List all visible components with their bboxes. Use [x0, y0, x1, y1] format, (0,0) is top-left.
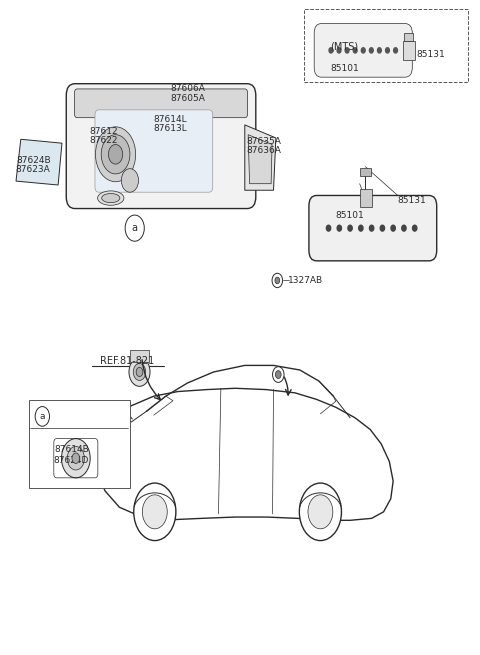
Circle shape: [308, 495, 333, 529]
Circle shape: [337, 225, 341, 231]
FancyBboxPatch shape: [66, 84, 256, 208]
Circle shape: [129, 358, 150, 386]
Ellipse shape: [97, 191, 124, 205]
Bar: [360, 168, 371, 176]
Text: 1327AB: 1327AB: [288, 276, 323, 285]
Circle shape: [348, 225, 352, 231]
Circle shape: [361, 48, 365, 53]
Bar: [360, 189, 372, 207]
Circle shape: [391, 225, 396, 231]
Text: 85131: 85131: [397, 196, 426, 204]
Text: 85131: 85131: [416, 50, 445, 59]
Circle shape: [370, 225, 374, 231]
Circle shape: [72, 453, 80, 464]
Polygon shape: [16, 140, 62, 185]
Polygon shape: [245, 125, 276, 190]
Circle shape: [380, 225, 384, 231]
Circle shape: [300, 483, 341, 540]
Circle shape: [101, 135, 130, 174]
Polygon shape: [94, 388, 393, 520]
Circle shape: [61, 439, 90, 478]
Circle shape: [35, 407, 49, 426]
Circle shape: [394, 48, 397, 53]
Text: 87605A: 87605A: [170, 94, 205, 103]
Circle shape: [133, 364, 146, 381]
Circle shape: [134, 483, 176, 540]
FancyBboxPatch shape: [304, 9, 468, 82]
Circle shape: [143, 495, 167, 529]
Ellipse shape: [102, 193, 120, 202]
Polygon shape: [248, 135, 272, 183]
Text: 87636A: 87636A: [247, 146, 281, 155]
Circle shape: [412, 225, 417, 231]
Text: 87624D: 87624D: [54, 456, 89, 464]
Text: 87612: 87612: [89, 127, 118, 136]
Text: 87614L: 87614L: [154, 115, 187, 124]
FancyBboxPatch shape: [314, 24, 412, 77]
Circle shape: [96, 127, 136, 181]
Circle shape: [125, 215, 144, 241]
Bar: [403, 41, 415, 60]
FancyBboxPatch shape: [309, 195, 437, 261]
Text: 87622: 87622: [89, 136, 118, 145]
Circle shape: [273, 367, 284, 383]
Circle shape: [275, 277, 280, 284]
Circle shape: [370, 48, 373, 53]
Text: a: a: [132, 223, 138, 233]
Circle shape: [121, 169, 139, 192]
Text: 87614B: 87614B: [54, 445, 89, 454]
Circle shape: [326, 225, 331, 231]
Circle shape: [402, 225, 406, 231]
Text: REF.81-821: REF.81-821: [100, 356, 155, 367]
Circle shape: [272, 273, 283, 288]
Text: 87623A: 87623A: [16, 166, 50, 174]
Circle shape: [329, 48, 333, 53]
Text: 85101: 85101: [336, 210, 364, 219]
Bar: [404, 33, 413, 41]
Text: (MTS): (MTS): [330, 41, 358, 52]
FancyBboxPatch shape: [95, 110, 213, 192]
Text: 87606A: 87606A: [170, 84, 205, 94]
Circle shape: [276, 371, 281, 379]
Circle shape: [385, 48, 389, 53]
Circle shape: [337, 48, 341, 53]
Text: 87635A: 87635A: [247, 137, 281, 145]
Circle shape: [353, 48, 357, 53]
Circle shape: [359, 225, 363, 231]
Text: a: a: [39, 412, 45, 421]
Circle shape: [67, 447, 84, 470]
Text: 87624B: 87624B: [16, 157, 50, 165]
Text: 87613L: 87613L: [154, 124, 188, 134]
Circle shape: [345, 48, 349, 53]
Text: 85101: 85101: [330, 64, 359, 73]
Circle shape: [108, 145, 123, 164]
Bar: [130, 350, 149, 362]
FancyBboxPatch shape: [74, 89, 248, 118]
FancyBboxPatch shape: [29, 400, 130, 487]
Circle shape: [377, 48, 381, 53]
Circle shape: [136, 367, 143, 377]
